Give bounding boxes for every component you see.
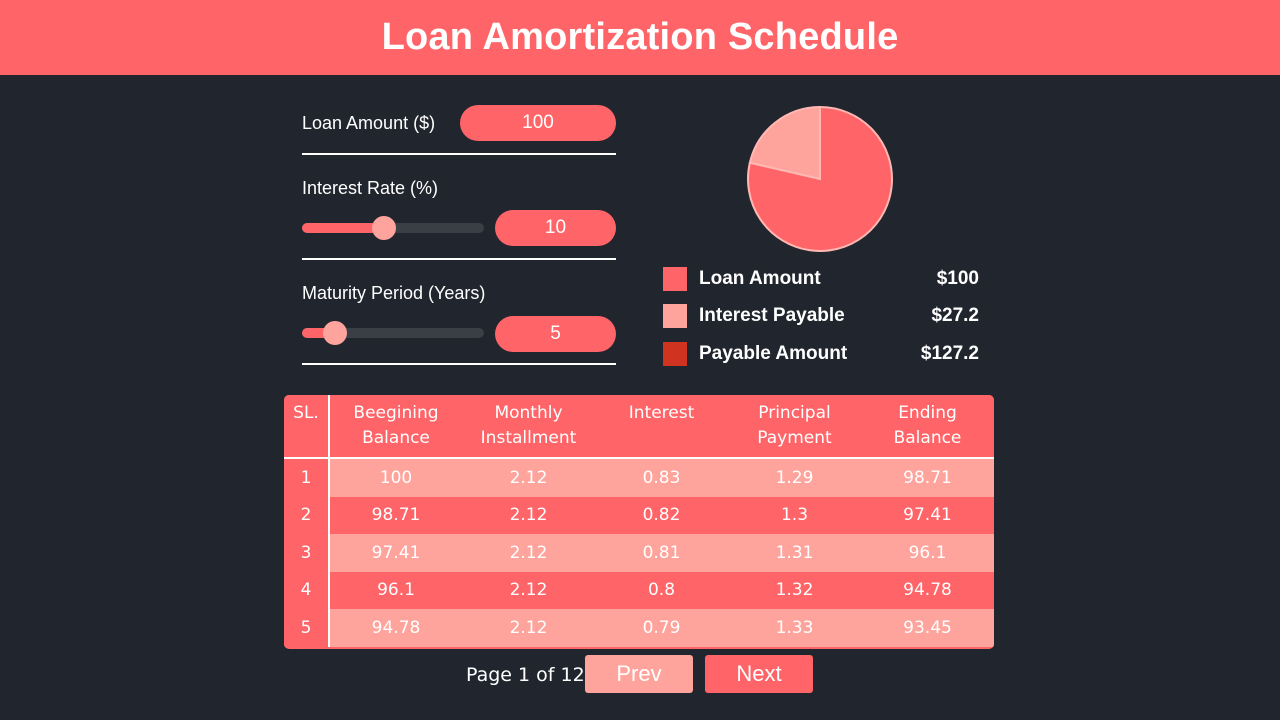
legend-value: $100 — [936, 268, 979, 289]
table-cell: 0.79 — [595, 609, 728, 647]
table-row: 2 98.71 2.12 0.82 1.3 97.41 — [284, 496, 994, 534]
legend-label: Payable Amount — [699, 343, 848, 364]
table-cell: 2.12 — [462, 571, 595, 609]
interest-rate-slider[interactable] — [302, 216, 484, 240]
loan-amount-input[interactable] — [460, 105, 616, 141]
prev-button[interactable]: Prev — [585, 655, 693, 693]
table-cell: 5 — [284, 609, 330, 647]
maturity-label: Maturity Period (Years) — [302, 283, 486, 303]
divider — [302, 153, 616, 155]
legend-value: $27.2 — [931, 305, 979, 326]
maturity-input[interactable] — [495, 316, 616, 352]
column-header-principal-payment: Principal Payment — [728, 395, 861, 459]
column-header-ending-balance: Ending Balance — [861, 395, 994, 459]
table-row: 4 96.1 2.12 0.8 1.32 94.78 — [284, 571, 994, 609]
header-bar: Loan Amortization Schedule — [0, 0, 1280, 75]
loan-amount-label: Loan Amount ($) — [302, 113, 436, 133]
legend-swatch — [663, 342, 687, 366]
table-cell: 2.12 — [462, 458, 595, 497]
legend-item-loan-amount: Loan Amount $100 — [663, 266, 979, 292]
table-cell: 1.29 — [728, 458, 861, 497]
legend-item-payable-amount: Payable Amount $127.2 — [663, 341, 979, 367]
table-cell: 2 — [284, 496, 330, 534]
slider-fill — [302, 223, 384, 233]
table-cell: 2.12 — [462, 534, 595, 572]
legend-value: $127.2 — [920, 343, 979, 364]
table-cell: 0.8 — [595, 571, 728, 609]
next-button[interactable]: Next — [705, 655, 813, 693]
table-cell: 96.1 — [329, 571, 462, 609]
legend-swatch — [663, 304, 687, 328]
divider — [302, 363, 616, 365]
table-cell: 94.78 — [861, 571, 994, 609]
column-header-interest: Interest — [595, 395, 728, 459]
table-cell: 1 — [284, 458, 330, 497]
table-cell: 97.41 — [861, 496, 994, 534]
slider-thumb[interactable] — [371, 216, 396, 240]
maturity-slider[interactable] — [302, 321, 484, 345]
table-cell: 94.78 — [329, 609, 462, 647]
table-cell: 93.45 — [861, 609, 994, 647]
table-cell: 1.33 — [728, 609, 861, 647]
interest-rate-label: Interest Rate (%) — [302, 178, 439, 198]
table-header-row: SL. Beegining Balance Monthly Installmen… — [284, 395, 994, 459]
table-cell: 3 — [284, 534, 330, 572]
table-row: 5 94.78 2.12 0.79 1.33 93.45 — [284, 609, 994, 647]
table-cell: 98.71 — [861, 458, 994, 497]
table-row: 3 97.41 2.12 0.81 1.31 96.1 — [284, 534, 994, 572]
pagination: Page 1 of 12 Prev Next — [0, 655, 1280, 693]
legend-swatch — [663, 267, 687, 291]
table-cell: 100 — [329, 458, 462, 497]
legend-label: Loan Amount — [699, 268, 821, 289]
divider — [302, 258, 616, 260]
table-cell: 4 — [284, 571, 330, 609]
table-cell: 0.83 — [595, 458, 728, 497]
page-indicator: Page 1 of 12 — [466, 664, 585, 686]
table-cell: 1.32 — [728, 571, 861, 609]
slider-thumb[interactable] — [322, 321, 347, 345]
page-title: Loan Amortization Schedule — [381, 16, 899, 58]
amortization-table: SL. Beegining Balance Monthly Installmen… — [284, 395, 994, 649]
pie-chart — [747, 105, 893, 252]
table-cell: 96.1 — [861, 534, 994, 572]
legend-label: Interest Payable — [699, 305, 845, 326]
table-cell: 2.12 — [462, 609, 595, 647]
pie-slice-interest-payable — [748, 105, 821, 181]
loan-amount-row: Loan Amount ($) — [302, 105, 616, 141]
table-cell: 1.31 — [728, 534, 861, 572]
pie-slice-loan-amount — [747, 105, 893, 252]
slider-fill — [302, 328, 335, 338]
column-header-sl: SL. — [284, 395, 330, 459]
legend-item-interest-payable: Interest Payable $27.2 — [663, 303, 979, 329]
table-cell: 0.82 — [595, 496, 728, 534]
table-row: 1 100 2.12 0.83 1.29 98.71 — [284, 458, 994, 497]
column-header-monthly-installment: Monthly Installment — [462, 395, 595, 459]
table-cell: 98.71 — [329, 496, 462, 534]
table-cell: 2.12 — [462, 496, 595, 534]
table-cell: 97.41 — [329, 534, 462, 572]
column-header-beginning-balance: Beegining Balance — [329, 395, 462, 459]
table-cell: 1.3 — [728, 496, 861, 534]
table-cell: 0.81 — [595, 534, 728, 572]
interest-rate-input[interactable] — [495, 210, 616, 246]
